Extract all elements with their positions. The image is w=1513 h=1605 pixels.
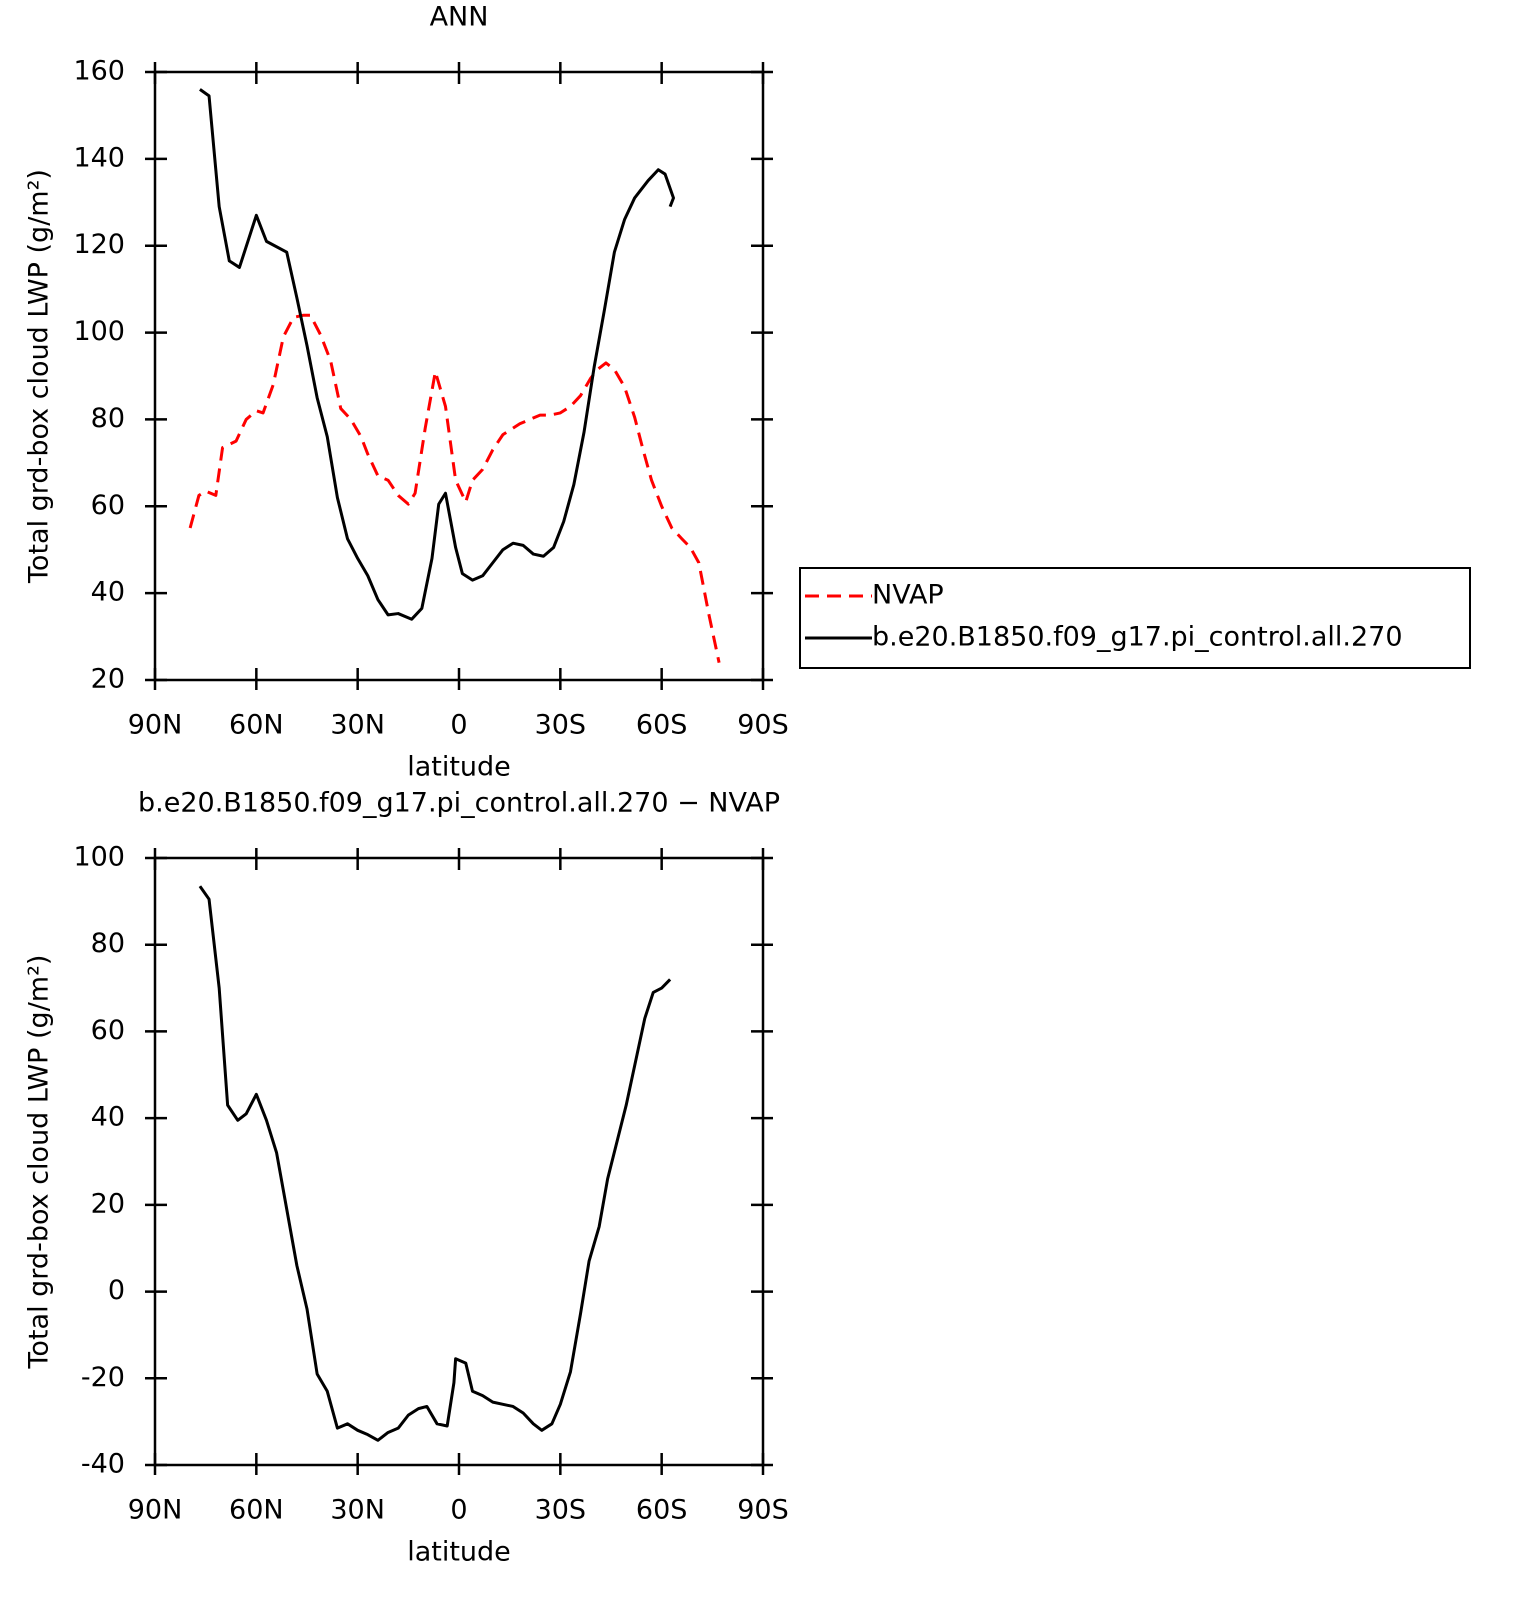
- y-tick-label: 120: [73, 229, 125, 260]
- y-tick-label: -20: [81, 1362, 125, 1393]
- x-tick-label: 60N: [229, 1495, 284, 1526]
- y-tick-label: 100: [73, 842, 125, 873]
- y-axis-label: Total grd-box cloud LWP (g/m²): [24, 955, 55, 1370]
- y-tick-label: -40: [81, 1449, 125, 1480]
- data-line: [199, 88, 675, 621]
- y-tick-label: 140: [73, 142, 125, 173]
- x-tick-label: 60S: [636, 1495, 688, 1526]
- x-tick-label: 30N: [330, 1495, 385, 1526]
- y-tick-label: 0: [108, 1275, 125, 1306]
- chart-title: ANN: [430, 2, 489, 33]
- plot-frame: [153, 70, 765, 682]
- x-axis-label: latitude: [407, 752, 511, 783]
- x-tick-label: 0: [450, 1495, 467, 1526]
- x-tick-label: 30S: [535, 710, 587, 741]
- y-tick-label: 40: [91, 577, 125, 608]
- chart-title: b.e20.B1850.f09_g17.pi_control.all.270 −…: [138, 788, 780, 819]
- x-tick-label: 60N: [229, 710, 284, 741]
- y-tick-label: 40: [91, 1102, 125, 1133]
- legend-box: [799, 567, 1471, 669]
- x-tick-label: 90N: [128, 1495, 183, 1526]
- plot-frame: [153, 856, 765, 1467]
- y-tick-label: 80: [91, 403, 125, 434]
- y-tick-label: 80: [91, 928, 125, 959]
- y-tick-label: 160: [73, 56, 125, 87]
- x-tick-label: 90S: [737, 1495, 789, 1526]
- data-line: [198, 885, 672, 1442]
- x-axis-label: latitude: [407, 1537, 511, 1568]
- y-tick-label: 20: [91, 664, 125, 695]
- y-tick-label: 60: [91, 1015, 125, 1046]
- x-tick-label: 0: [450, 710, 467, 741]
- x-tick-label: 90S: [737, 710, 789, 741]
- y-tick-label: 60: [91, 490, 125, 521]
- x-tick-label: 30N: [330, 710, 385, 741]
- x-tick-label: 30S: [535, 1495, 587, 1526]
- legend-label: b.e20.B1850.f09_g17.pi_control.all.270: [872, 622, 1403, 653]
- x-tick-label: 90N: [128, 710, 183, 741]
- y-tick-label: 100: [73, 316, 125, 347]
- legend-label: NVAP: [872, 580, 944, 611]
- y-tick-label: 20: [91, 1188, 125, 1219]
- x-tick-label: 60S: [636, 710, 688, 741]
- y-axis-label: Total grd-box cloud LWP (g/m²): [24, 169, 55, 584]
- data-line: [188, 313, 721, 663]
